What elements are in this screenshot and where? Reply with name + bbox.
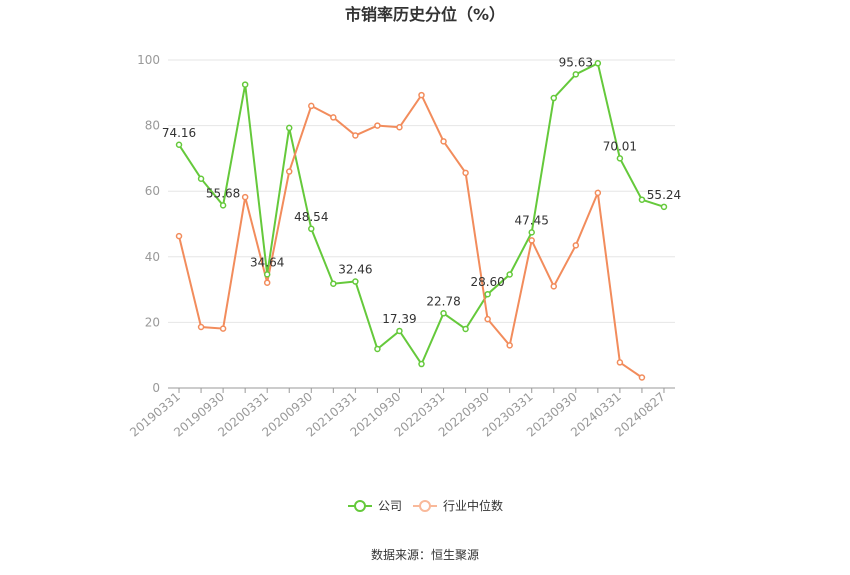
data-label: 48.54: [294, 210, 328, 224]
data-label: 55.68: [206, 186, 240, 200]
data-point-0[interactable]: [197, 175, 205, 182]
legend-label-company: 公司: [378, 499, 402, 513]
data-point-0[interactable]: [440, 310, 447, 317]
data-point-0[interactable]: [241, 81, 249, 88]
data-point-1[interactable]: [330, 114, 337, 121]
data-point-1[interactable]: [506, 342, 513, 349]
y-tick-label: 0: [152, 381, 160, 395]
data-point-1[interactable]: [550, 283, 558, 290]
data-point-0[interactable]: [175, 141, 183, 149]
data-point-1[interactable]: [263, 279, 271, 286]
data-point-1[interactable]: [396, 123, 403, 131]
data-point-0[interactable]: [594, 60, 602, 67]
legend-label-industry-median: 行业中位数: [443, 498, 503, 513]
data-point-1[interactable]: [484, 315, 491, 323]
data-point-1[interactable]: [638, 374, 646, 381]
data-point-0[interactable]: [308, 225, 315, 233]
data-point-1[interactable]: [374, 122, 381, 129]
source-note: 数据来源：恒生聚源: [371, 547, 479, 562]
data-label: 28.60: [470, 275, 504, 289]
y-tick-label: 100: [137, 53, 160, 67]
y-axis: 0 20 40 60 80 100: [137, 53, 160, 395]
data-point-0[interactable]: [638, 196, 646, 203]
legend-marker-company: [354, 500, 366, 512]
data-point-1[interactable]: [219, 325, 227, 332]
series-line-1: [178, 93, 643, 379]
data-point-0[interactable]: [396, 327, 403, 335]
legend-marker-industry-median: [419, 500, 431, 512]
data-point-0[interactable]: [285, 124, 293, 132]
y-tick-label: 60: [145, 184, 160, 198]
data-point-0[interactable]: [528, 229, 535, 236]
data-point-1[interactable]: [528, 237, 535, 244]
data-point-1[interactable]: [175, 232, 183, 240]
data-point-0[interactable]: [219, 202, 227, 209]
data-label: 55.24: [647, 188, 681, 202]
data-point-0[interactable]: [506, 271, 513, 278]
y-tick-label: 40: [145, 250, 160, 264]
data-label: 34.64: [250, 255, 284, 269]
series-layer: [175, 60, 668, 381]
data-point-1[interactable]: [594, 189, 602, 197]
grid: [168, 59, 675, 323]
data-label: 32.46: [338, 263, 372, 277]
data-point-0[interactable]: [374, 345, 381, 353]
series-line-0: [178, 61, 665, 367]
chart-title: 市销率历史分位（%）: [345, 5, 505, 24]
y-tick-label: 80: [145, 119, 160, 133]
data-point-0[interactable]: [572, 71, 580, 78]
data-point-0[interactable]: [660, 203, 668, 211]
data-label: 74.16: [162, 126, 196, 140]
data-point-1[interactable]: [241, 193, 249, 201]
data-point-1[interactable]: [616, 359, 624, 366]
data-label: 95.63: [559, 55, 593, 69]
data-labels: 74.16 55.68 34.64 48.54 32.46 17.39 22.78 28.60…: [162, 55, 681, 326]
data-point-0[interactable]: [462, 325, 469, 333]
data-point-0[interactable]: [484, 290, 491, 298]
legend-item-company[interactable]: 公司: [348, 499, 402, 513]
data-label: 22.78: [426, 294, 460, 308]
data-point-1[interactable]: [572, 242, 580, 249]
data-point-0[interactable]: [418, 360, 425, 368]
data-point-0[interactable]: [550, 94, 558, 102]
data-point-0[interactable]: [330, 280, 337, 287]
data-point-1[interactable]: [197, 323, 205, 331]
y-tick-label: 20: [145, 315, 160, 329]
data-point-1[interactable]: [462, 169, 469, 177]
data-point-1[interactable]: [308, 102, 315, 110]
data-point-1[interactable]: [418, 91, 425, 99]
data-label: 17.39: [382, 312, 416, 326]
data-point-0[interactable]: [616, 155, 624, 162]
legend-item-industry-median[interactable]: 行业中位数: [413, 498, 503, 513]
data-label: 70.01: [603, 139, 637, 153]
data-point-0[interactable]: [352, 278, 359, 285]
x-axis: 2019033120190930202003312020093020210331…: [127, 387, 675, 440]
data-point-1[interactable]: [285, 168, 293, 175]
data-point-1[interactable]: [352, 132, 359, 139]
data-label: 47.45: [515, 213, 549, 227]
data-point-0[interactable]: [263, 271, 271, 278]
data-point-1[interactable]: [440, 138, 447, 145]
legend: 公司 行业中位数: [348, 498, 503, 513]
